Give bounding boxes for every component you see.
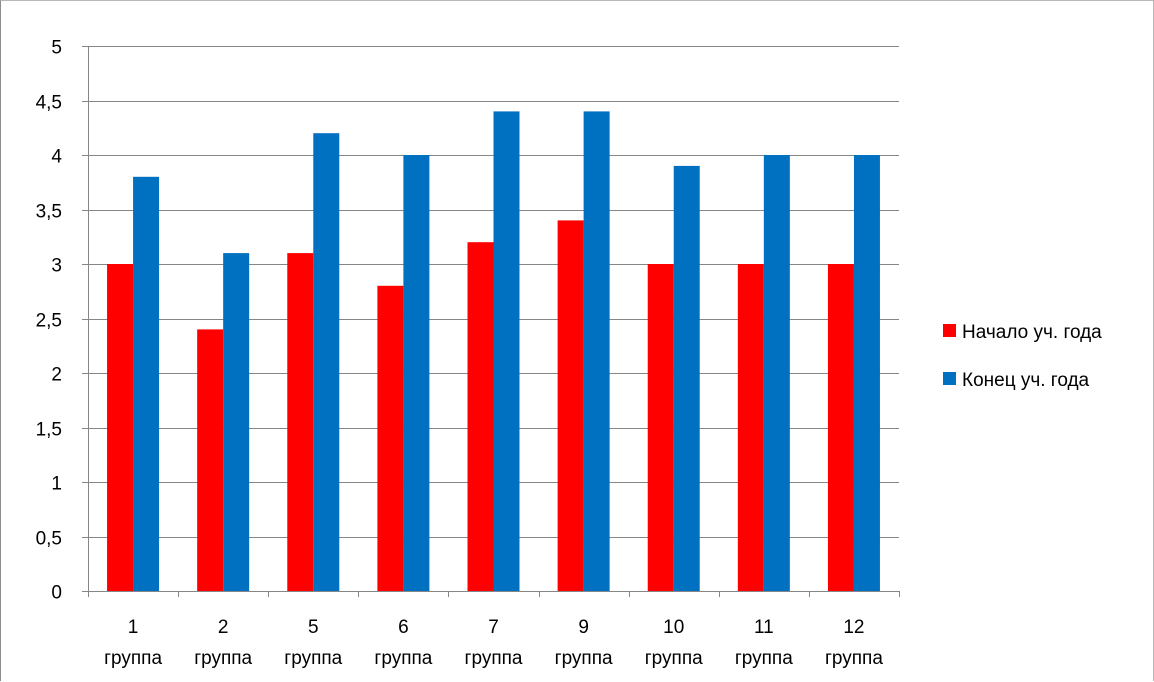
bar-start-of-year — [647, 264, 674, 591]
bar-start-of-year — [377, 285, 404, 591]
x-tick-label: группа — [645, 648, 703, 669]
x-tick-label: группа — [555, 648, 613, 669]
bar-end-of-year — [763, 155, 790, 591]
bar-end-of-year — [223, 253, 250, 591]
x-tick-label: 12 — [843, 617, 864, 638]
bar-end-of-year — [313, 133, 340, 591]
bar-start-of-year — [197, 329, 224, 591]
legend-swatch — [943, 372, 956, 385]
y-tick-label: 3 — [51, 256, 62, 277]
x-tick-label: группа — [735, 648, 793, 669]
bar-end-of-year — [583, 111, 610, 592]
x-tick-label: 7 — [488, 617, 499, 638]
x-tick-label: 11 — [754, 617, 774, 638]
bar-start-of-year — [737, 264, 764, 591]
x-tick-label: группа — [194, 648, 252, 669]
legend-label: Начало уч. года — [962, 322, 1102, 343]
x-tick-label: группа — [374, 648, 432, 669]
bar-start-of-year — [107, 264, 134, 591]
bar-end-of-year — [493, 111, 520, 592]
bar-end-of-year — [673, 165, 700, 591]
legend-swatch — [943, 324, 956, 337]
x-tick-label: 9 — [578, 617, 589, 638]
y-tick-label: 1,5 — [36, 420, 62, 441]
y-tick-label: 0 — [51, 583, 62, 604]
x-tick-label: 1 — [128, 617, 139, 638]
y-tick-label: 5 — [51, 38, 62, 59]
x-tick-label: 5 — [308, 617, 319, 638]
y-tick-label: 2,5 — [36, 311, 62, 332]
bar-start-of-year — [827, 264, 854, 591]
x-tick-label: группа — [284, 648, 342, 669]
x-tick-label: 6 — [398, 617, 409, 638]
y-tick-labels: 0 0,5 1 1,5 2 2,5 3 3,5 4 4,5 5 — [36, 38, 63, 604]
x-tick-label: группа — [465, 648, 523, 669]
y-tick-label: 4 — [51, 147, 62, 168]
y-tick-label: 0,5 — [36, 529, 62, 550]
x-tick-label: 10 — [663, 617, 684, 638]
bars — [107, 111, 880, 592]
bar-start-of-year — [467, 242, 494, 591]
bar-start-of-year — [557, 220, 584, 591]
y-tick-label: 4,5 — [36, 93, 62, 114]
x-tick-label: группа — [825, 648, 883, 669]
axes — [82, 46, 900, 597]
x-tick-label: группа — [104, 648, 162, 669]
bar-end-of-year — [133, 176, 160, 592]
bar-end-of-year — [853, 155, 880, 591]
legend: Начало уч. года Конец уч. года — [943, 322, 1102, 391]
bar-start-of-year — [287, 253, 314, 591]
y-tick-label: 2 — [51, 365, 62, 386]
x-tick-labels: 1 группа 2 группа 5 группа 6 группа 7 группа 9 груп… — [104, 617, 883, 669]
x-tick-label: 2 — [218, 617, 229, 638]
y-tick-label: 3,5 — [36, 202, 62, 223]
bar-end-of-year — [403, 155, 430, 591]
legend-label: Конец уч. года — [962, 370, 1090, 391]
y-tick-label: 1 — [51, 474, 62, 495]
